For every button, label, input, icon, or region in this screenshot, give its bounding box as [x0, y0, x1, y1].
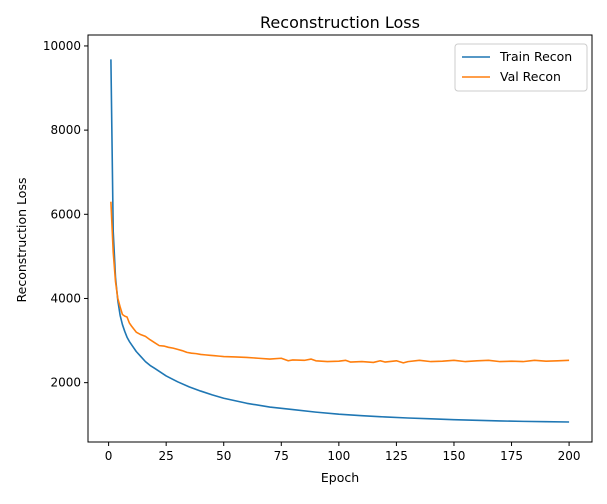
x-axis-label: Epoch: [321, 470, 359, 485]
y-tick-label: 2000: [50, 376, 81, 390]
x-tick-label: 100: [327, 449, 350, 463]
legend-label-train: Train Recon: [499, 49, 572, 64]
y-axis-label: Reconstruction Loss: [14, 178, 29, 303]
x-tick-label: 125: [385, 449, 408, 463]
legend: Train Recon Val Recon: [454, 43, 588, 92]
plot-frame: [87, 34, 593, 443]
series-line-train: [110, 59, 570, 423]
x-tick-label: 150: [443, 449, 466, 463]
y-tick-label: 10000: [43, 39, 81, 53]
series-layer: [110, 59, 570, 423]
series-line-val: [110, 201, 570, 364]
x-tick-label: 25: [159, 449, 174, 463]
x-tick-label: 75: [274, 449, 289, 463]
x-tick-label: 50: [216, 449, 231, 463]
y-tick-label: 6000: [50, 207, 81, 221]
y-tick-label: 4000: [50, 291, 81, 305]
y-tick-label: 8000: [50, 123, 81, 137]
y-axis-ticks: 2000 4000 6000 8000 10000: [43, 39, 88, 390]
legend-label-val: Val Recon: [500, 69, 561, 84]
x-tick-label: 175: [500, 449, 523, 463]
x-tick-label: 200: [558, 449, 581, 463]
x-tick-label: 0: [105, 449, 113, 463]
plot-area: 0 25 50 75 100 125 150 175 200 2000 4000 6000 8000 1…: [43, 34, 593, 463]
legend-box: [454, 43, 588, 92]
chart-title: Reconstruction Loss: [260, 13, 420, 32]
x-axis-ticks: 0 25 50 75 100 125 150 175 200: [105, 442, 581, 463]
